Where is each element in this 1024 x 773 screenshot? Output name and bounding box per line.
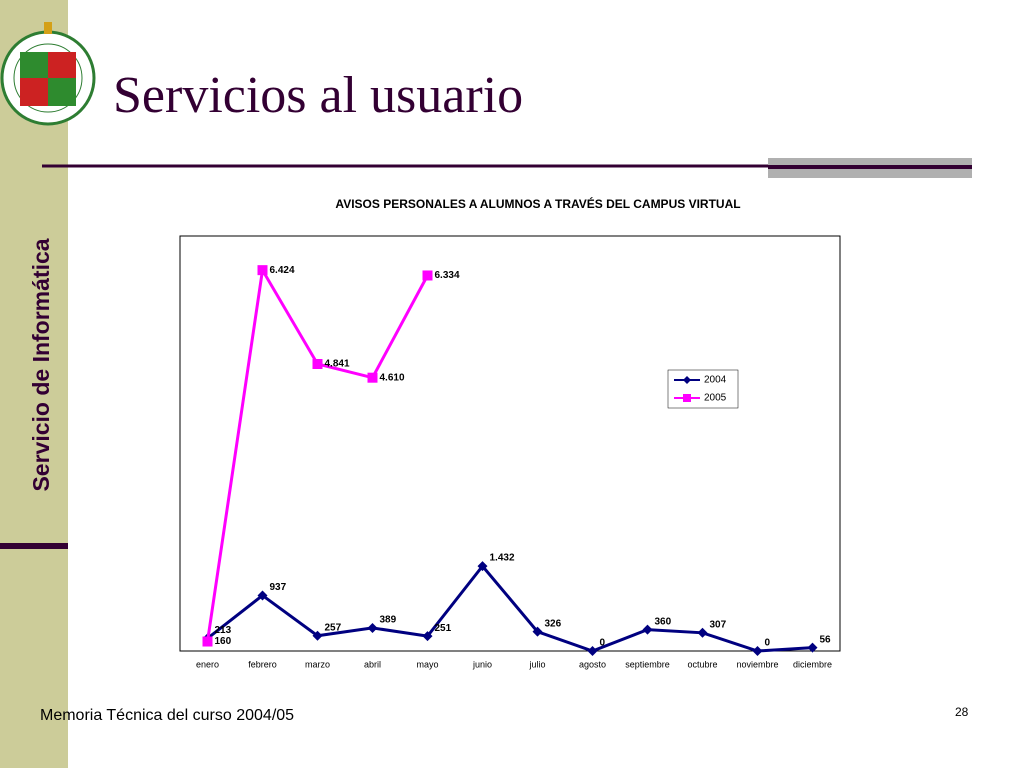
footer: Memoria Técnica del curso 2004/05 (40, 707, 294, 724)
series-line (206, 563, 813, 653)
x-tick-label: septiembre (625, 659, 670, 669)
x-tick-label: febrero (248, 659, 277, 669)
marker (807, 642, 818, 653)
data-label: 937 (270, 582, 287, 593)
plot-area (179, 235, 841, 652)
x-tick-label: mayo (416, 659, 438, 669)
marker (312, 358, 323, 369)
marker (642, 624, 653, 635)
marker (367, 372, 378, 383)
data-label: 4.610 (380, 372, 405, 383)
legend-box (667, 369, 739, 409)
data-label: 6.334 (435, 270, 460, 281)
x-tick-label: abril (364, 659, 381, 669)
data-label: 56 (820, 634, 832, 645)
title-block-line (768, 165, 972, 169)
marker (587, 646, 598, 656)
x-tick-label: marzo (305, 659, 330, 669)
x-tick-label: junio (472, 659, 492, 669)
marker (312, 630, 323, 641)
data-label: 360 (655, 616, 672, 627)
logo (0, 22, 96, 126)
marker (257, 590, 268, 601)
marker (422, 270, 433, 281)
marker (477, 561, 488, 572)
sidebar-bar (0, 543, 68, 549)
x-tick-label: agosto (579, 659, 606, 669)
data-label: 160 (215, 636, 232, 647)
page-number: 28 (955, 705, 969, 719)
marker (752, 646, 763, 656)
sidebar (0, 0, 68, 768)
data-label: 251 (435, 623, 452, 634)
x-tick-label: diciembre (793, 659, 832, 669)
data-label: 1.432 (490, 553, 515, 564)
data-label: 326 (545, 618, 562, 629)
data-label: 257 (325, 622, 342, 633)
data-label: 0 (765, 638, 771, 649)
marker (532, 626, 543, 637)
data-label: 389 (380, 615, 397, 626)
data-label: 6.424 (270, 265, 295, 276)
data-label: 0 (600, 638, 606, 649)
marker (422, 631, 433, 642)
marker (367, 622, 378, 633)
marker (257, 265, 268, 276)
data-label: 307 (710, 619, 727, 630)
chart-title: AVISOS PERSONALES A ALUMNOS A TRAVÉS DEL… (335, 196, 740, 211)
marker (202, 636, 213, 647)
data-label: 4.841 (325, 359, 350, 370)
legend-marker (683, 376, 691, 384)
legend-marker (683, 394, 691, 402)
x-tick-label: noviembre (736, 659, 778, 669)
legend-label: 2005 (704, 393, 727, 404)
legend-label: 2004 (704, 375, 727, 386)
sidebar-text: Servicio de Informática (28, 238, 54, 491)
x-tick-label: enero (196, 659, 219, 669)
x-tick-label: julio (528, 659, 545, 669)
x-tick-label: octubre (687, 659, 717, 669)
data-label: 213 (215, 625, 232, 636)
slide-title: Servicios al usuario (113, 67, 523, 124)
marker (697, 627, 708, 638)
